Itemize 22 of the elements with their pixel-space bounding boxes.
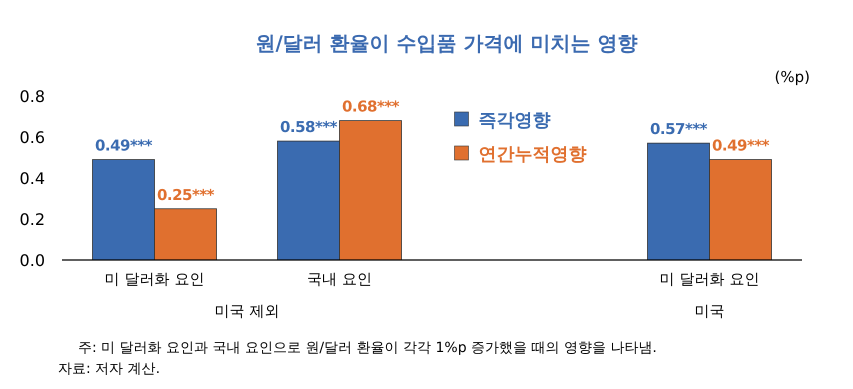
y-tick-label: 0.2 — [20, 210, 45, 229]
text: 주: 미 달러화 요인과 국내 요인으로 원/달러 환율이 각각 1%p 증가했을 때의 영향을 나타냄. — [78, 340, 657, 356]
legend-label: 즉각영향 — [478, 110, 550, 131]
text: 미국 — [694, 302, 724, 320]
y-axis-title: (%p) — [774, 68, 810, 86]
data-label: 0.49*** — [712, 136, 770, 155]
x-tick-label: 국내 요인 — [307, 270, 372, 288]
x-tick-label: 미 달러화 요인 — [660, 270, 760, 288]
data-label: 0.57*** — [650, 120, 708, 138]
data-label: 0.49*** — [94, 136, 153, 155]
legend-label: 연간누적영향 — [478, 144, 586, 165]
data-label: 0.68*** — [342, 98, 400, 116]
x-tick-label: 미 달러화 요인 — [104, 270, 204, 288]
y-tick-label: 0.4 — [20, 169, 45, 188]
y-tick-label: 0.8 — [20, 87, 45, 106]
text: 미국 제외 — [214, 302, 280, 320]
data-label: 0.58*** — [280, 118, 338, 136]
chart-title: 원/달러 환율이 수입품 가격에 미치는 영향 — [255, 31, 638, 55]
y-tick-label: 0.0 — [20, 251, 45, 270]
y-tick-label: 0.6 — [20, 128, 45, 147]
text: 자료: 저자 계산. — [58, 361, 160, 377]
data-label: 0.25*** — [156, 186, 215, 204]
